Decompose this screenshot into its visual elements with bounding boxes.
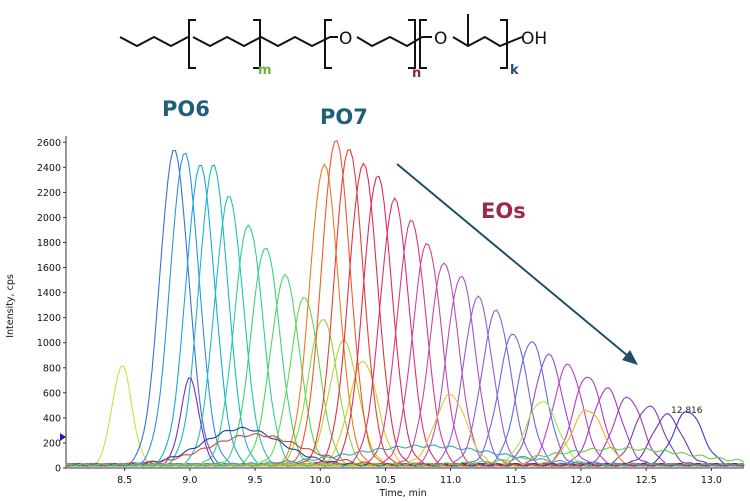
chromatogram-trace-43 xyxy=(65,446,745,467)
ethoxy-chain xyxy=(356,35,423,48)
x-tick-label: 12.5 xyxy=(636,475,657,486)
y-tick-label: 2000 xyxy=(37,213,61,224)
subscript-n: n xyxy=(412,66,421,81)
x-tick-label: 9.5 xyxy=(248,475,263,486)
y-tick-label: 600 xyxy=(43,388,61,399)
y-tick-label: 400 xyxy=(43,413,61,424)
peak-label: 12.816 xyxy=(671,406,703,416)
chromatogram-trace-23 xyxy=(65,262,745,467)
y-tick-label: 1400 xyxy=(37,288,61,299)
x-tick-label: 10.0 xyxy=(310,475,331,486)
y-tick-label: 1800 xyxy=(37,238,61,249)
subscript-k: k xyxy=(510,63,519,78)
x-tick-label: 11.0 xyxy=(440,475,461,486)
y-tick-label: 800 xyxy=(43,363,61,374)
y-axis-ticks: 0 200 400 600 800 1000 1200 1400 1600 1800 2000 220… xyxy=(37,138,66,475)
chromatogram-trace-20 xyxy=(65,196,745,467)
x-tick-label: 13.0 xyxy=(701,475,722,486)
y-tick-label: 1600 xyxy=(37,263,61,274)
x-tick-label: 9.0 xyxy=(182,475,197,486)
bracket-k-right xyxy=(500,19,508,69)
bracket-m-left xyxy=(188,19,196,69)
bracket-k-left xyxy=(419,19,427,69)
y-tick-label: 1200 xyxy=(37,313,61,324)
x-tick-label: 12.0 xyxy=(570,475,591,486)
y-axis-marker xyxy=(60,433,66,441)
chromatogram-series xyxy=(65,140,745,467)
bracket-n-right xyxy=(408,19,416,69)
x-tick-label: 8.5 xyxy=(117,475,132,486)
y-tick-label: 1000 xyxy=(37,338,61,349)
po6-label: PO6 xyxy=(162,97,210,121)
y-tick-label: 200 xyxy=(43,438,61,449)
eo-trend-arrow xyxy=(396,163,638,365)
chemical-structure: O O OH m n k xyxy=(119,14,547,81)
chromatogram-trace-6 xyxy=(65,195,745,467)
y-tick-label: 2400 xyxy=(37,163,61,174)
po7-label: PO7 xyxy=(320,105,368,129)
y-axis-title: Intensity, cps xyxy=(5,274,16,338)
chromatogram-trace-13 xyxy=(65,360,745,467)
chromatogram-trace-8 xyxy=(65,247,745,467)
y-tick-label: 0 xyxy=(55,464,61,475)
bracket-m-right xyxy=(253,19,261,69)
oxygen-label-1: O xyxy=(339,29,352,49)
x-axis-ticks: 8.5 9.0 9.5 10.0 10.5 11.0 11.5 12.0 12.5 13.0 xyxy=(117,468,722,486)
x-tick-label: 10.5 xyxy=(375,475,396,486)
oxygen-label-2: O xyxy=(434,29,447,49)
eos-label: EOs xyxy=(481,199,526,223)
x-tick-label: 11.5 xyxy=(505,475,526,486)
chromatogram-trace-12 xyxy=(65,339,745,467)
chromatogram-trace-37 xyxy=(65,401,745,467)
y-tick-label: 2200 xyxy=(37,188,61,199)
x-axis-title: Time, min xyxy=(378,488,426,499)
methylene-chain xyxy=(192,35,331,48)
plot-area: 0 200 400 600 800 1000 1200 1400 1600 1800 2000 220… xyxy=(5,136,745,499)
chromatogram-trace-22 xyxy=(66,242,745,467)
bracket-n-left xyxy=(324,19,332,69)
y-tick-label: 2600 xyxy=(37,138,61,149)
propoxy-chain xyxy=(452,35,523,48)
chromatogram-trace-33 xyxy=(65,396,745,467)
chromatogram-trace-42 xyxy=(65,444,745,467)
alkyl-chain xyxy=(119,35,189,48)
subscript-m: m xyxy=(258,63,272,78)
hydroxyl-label: OH xyxy=(521,29,547,49)
